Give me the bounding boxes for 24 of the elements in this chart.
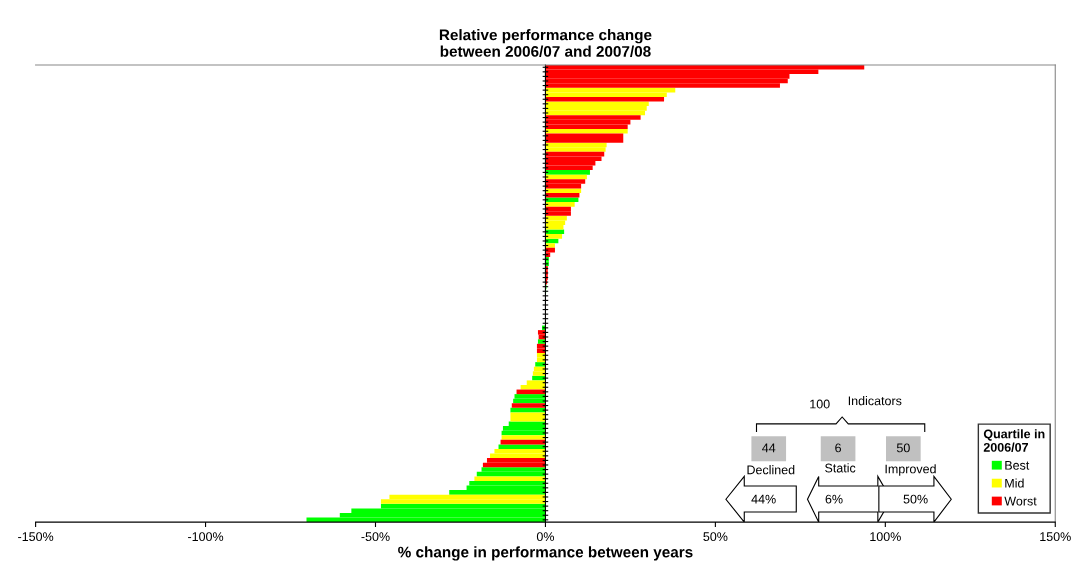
x-tick-label: -150% <box>18 532 54 542</box>
annotation: 44 <box>762 443 776 453</box>
x-tick-label: -100% <box>188 532 224 542</box>
annotation: 44% <box>751 494 776 504</box>
legend-title: Quartile in 2006/07 <box>983 429 1045 452</box>
legend-label: Best <box>1005 460 1030 470</box>
annotation: Static <box>825 463 856 473</box>
annotation: Indicators <box>848 396 902 406</box>
x-tick-label: 150% <box>1040 532 1071 542</box>
x-tick-label: 50% <box>703 532 728 542</box>
x-tick-label: 0% <box>536 532 555 542</box>
x-tick-label: 100% <box>870 532 901 542</box>
legend-label: Worst <box>1004 496 1037 506</box>
legend-label: Mid <box>1005 478 1024 488</box>
annotation: 6% <box>825 494 843 504</box>
annotation: 6 <box>835 443 841 453</box>
chart-title: Relative performance change between 2006/07 and 2007/08 <box>439 29 652 57</box>
annotation: 50 <box>896 443 910 453</box>
annotation: Improved <box>885 464 936 476</box>
annotation: 50% <box>903 494 928 504</box>
annotation: 100 <box>810 399 830 409</box>
x-tick-label: -50% <box>361 532 390 542</box>
x-axis-title: % change in performance between years <box>398 546 693 561</box>
annotation: Declined <box>747 465 795 475</box>
